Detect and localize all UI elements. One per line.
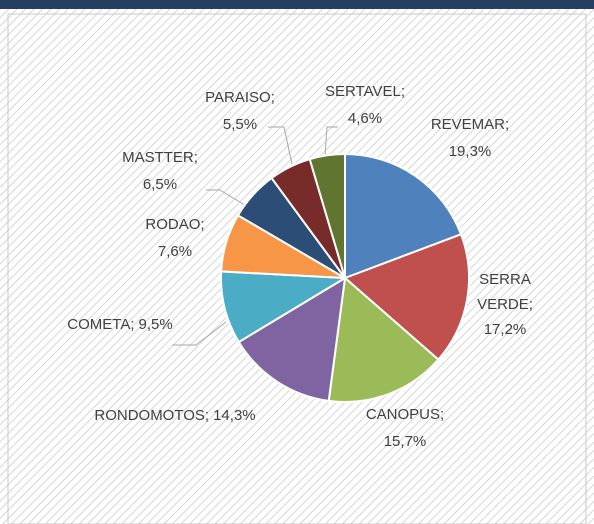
- pie-slice: [343, 232, 470, 361]
- value-label: 4,6%: [348, 110, 382, 127]
- value-label: 19,3%: [449, 143, 492, 160]
- data-label: RODAO; 7,6%: [145, 216, 204, 260]
- data-label: COMETA; 9,5%: [67, 316, 172, 333]
- data-label: PARAISO; 5,5%: [205, 89, 275, 133]
- category-label: REVEMAR;: [431, 116, 509, 133]
- top-bar: [0, 0, 594, 9]
- category-label: SERTAVEL;: [325, 83, 405, 100]
- category-label: MASTTER;: [122, 149, 198, 166]
- value-label: 15,7%: [384, 433, 427, 450]
- pie-slice: [237, 276, 347, 403]
- pie-slice: [308, 152, 346, 279]
- category-label: COMETA;: [67, 316, 134, 333]
- value-label: 5,5%: [223, 116, 257, 133]
- pie-slice: [344, 152, 463, 280]
- value-label: 7,6%: [158, 243, 192, 260]
- data-label: SERRA VERDE; 17,2%: [477, 271, 533, 338]
- category-label: RODAO;: [145, 216, 204, 233]
- category-label: RONDOMOTOS;: [94, 407, 209, 424]
- data-label: SERTAVEL; 4,6%: [325, 83, 405, 127]
- value-label: 9,5%: [139, 316, 173, 333]
- chart-border: [7, 13, 587, 524]
- pie-slice: [327, 276, 440, 403]
- data-label: MASTTER; 6,5%: [122, 149, 198, 193]
- value-label: 17,2%: [484, 321, 527, 338]
- category-word: VERDE;: [477, 296, 533, 313]
- data-label: REVEMAR; 19,3%: [431, 116, 509, 160]
- category-word: SERRA: [479, 271, 531, 288]
- data-label: CANOPUS; 15,7%: [366, 406, 444, 450]
- category-label: CANOPUS;: [366, 406, 444, 423]
- data-label: RONDOMOTOS; 14,3%: [94, 407, 255, 424]
- value-label: 14,3%: [213, 407, 256, 424]
- leader-lines: [172, 126, 338, 346]
- value-label: 6,5%: [143, 176, 177, 193]
- category-label: PARAISO;: [205, 89, 275, 106]
- category-label: SERRA VERDE;: [477, 271, 533, 313]
